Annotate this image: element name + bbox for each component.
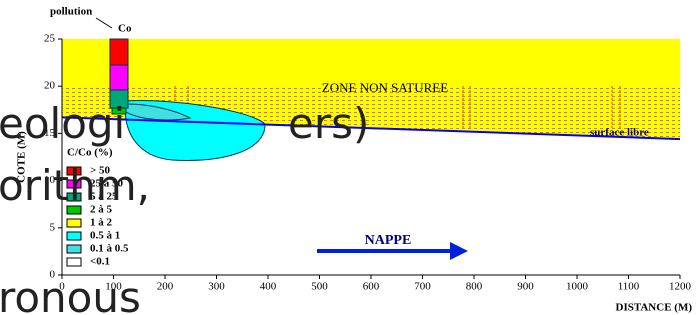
legend-swatch	[67, 258, 81, 266]
overlay-word: eologi	[0, 99, 125, 148]
x-tick-label: 500	[311, 281, 328, 293]
flow-arrow-head	[450, 242, 468, 260]
annotation: pollution	[50, 6, 92, 18]
x-tick-label: 200	[157, 281, 174, 293]
x-tick-label: 700	[414, 281, 431, 293]
x-axis-label: DISTANCE (M)	[616, 302, 693, 314]
pointer	[96, 18, 112, 28]
y-tick-label: 25	[44, 33, 56, 45]
annotation: surface libre	[590, 127, 649, 139]
overlay-word: ers)	[288, 99, 369, 148]
overlay-word: orithm,	[0, 161, 150, 210]
x-tick-label: 600	[363, 281, 380, 293]
annotation: ZONE NON SATUREE	[322, 80, 448, 95]
legend-label: 0.1 à 0.5	[90, 243, 129, 255]
x-tick-label: 900	[517, 281, 534, 293]
x-tick-label: 1000	[566, 281, 589, 293]
chart: 0100200300400500600700800900100011001200…	[0, 0, 697, 315]
legend-title: C/Co (%)	[67, 147, 113, 159]
x-tick-label: 1100	[618, 281, 640, 293]
x-tick-label: 800	[466, 281, 483, 293]
overlay-word: ronous	[0, 273, 141, 315]
legend-label: <0.1	[90, 256, 110, 268]
annotation: Co	[118, 23, 132, 35]
legend-label: 1 à 2	[90, 217, 113, 229]
legend-label: 0.5 à 1	[90, 230, 120, 242]
legend-swatch	[67, 245, 81, 253]
x-tick-label: 300	[208, 281, 225, 293]
x-tick-label: 1200	[669, 281, 692, 293]
x-tick-label: 400	[260, 281, 277, 293]
y-tick-label: 5	[50, 221, 56, 233]
legend-swatch	[67, 219, 81, 227]
legend-swatch	[67, 232, 81, 240]
y-tick-label: 20	[44, 80, 56, 92]
annotation: NAPPE	[365, 233, 412, 248]
